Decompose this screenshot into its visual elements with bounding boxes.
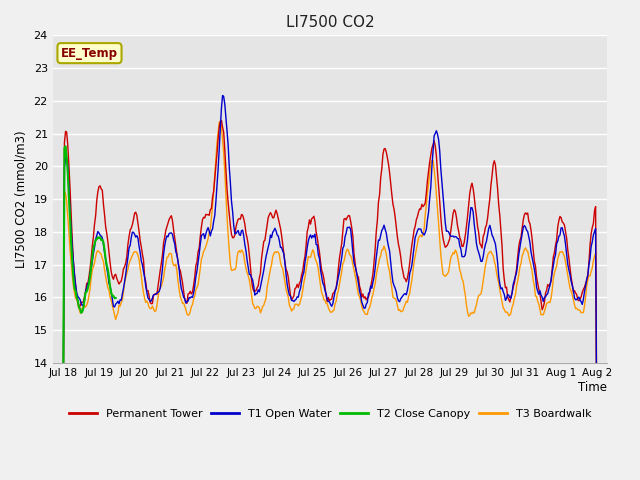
X-axis label: Time: Time — [579, 381, 607, 394]
Y-axis label: LI7500 CO2 (mmol/m3): LI7500 CO2 (mmol/m3) — [15, 131, 28, 268]
Legend: Permanent Tower, T1 Open Water, T2 Close Canopy, T3 Boardwalk: Permanent Tower, T1 Open Water, T2 Close… — [65, 404, 596, 423]
Title: LI7500 CO2: LI7500 CO2 — [285, 15, 374, 30]
Text: EE_Temp: EE_Temp — [61, 47, 118, 60]
